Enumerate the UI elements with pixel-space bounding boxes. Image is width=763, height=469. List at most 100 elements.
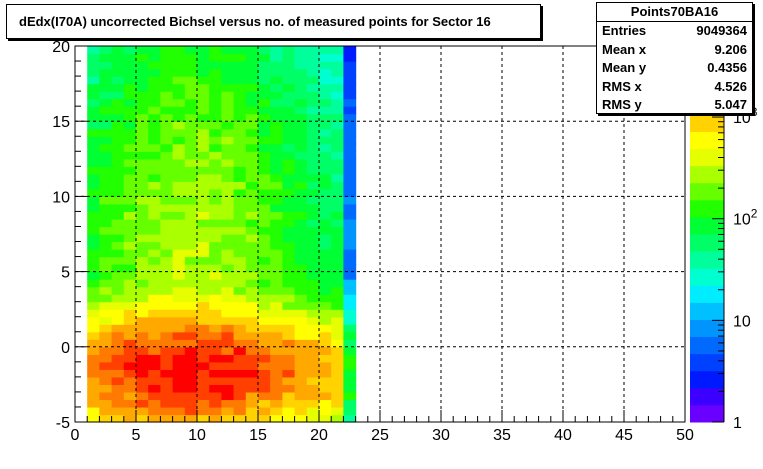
heatmap-cell [184, 98, 198, 107]
heatmap-cell [306, 234, 320, 243]
heatmap-cell [184, 279, 198, 288]
heatmap-cell [111, 354, 125, 363]
heatmap-cell [172, 158, 186, 167]
heatmap-cell [209, 61, 222, 70]
color-scale: 1 10 102 103 [690, 45, 758, 432]
heatmap-cell [99, 406, 113, 416]
heatmap-cell [294, 391, 308, 401]
heatmap-cell [184, 121, 198, 130]
heatmap-cell [123, 249, 137, 258]
heatmap-cell [306, 173, 320, 182]
heatmap-cell [136, 218, 149, 228]
heatmap-cell [209, 173, 222, 182]
heatmap-cell [221, 61, 235, 70]
heatmap-cell [160, 264, 174, 273]
heatmap-cell [99, 301, 113, 310]
heatmap-cell [123, 211, 137, 220]
y-tick-label: 10 [52, 189, 70, 206]
heatmap-cell [294, 234, 308, 243]
heatmap-cell [233, 136, 247, 145]
heatmap-cell [136, 316, 149, 325]
heatmap-cell [258, 151, 271, 160]
heatmap-cell [197, 46, 210, 55]
heatmap-cell [221, 196, 235, 205]
heatmap-cell [245, 234, 259, 243]
heatmap-cell [245, 391, 259, 401]
heatmap-cell [209, 264, 222, 273]
heatmap-cell [306, 414, 320, 423]
heatmap-cell [233, 68, 247, 77]
heatmap-cell [172, 406, 186, 416]
heatmap-cell [294, 218, 308, 228]
heatmap-cell [123, 376, 137, 385]
heatmap-cell [331, 121, 344, 130]
heatmap-cell [111, 218, 125, 228]
heatmap-cell [184, 331, 198, 340]
heatmap-cell [294, 83, 308, 92]
heatmap-cell [258, 406, 271, 416]
heatmap-cell [233, 316, 247, 325]
heatmap-cell [209, 414, 222, 423]
heatmap-cell [197, 203, 210, 213]
heatmap-cell [233, 98, 247, 107]
heatmap-cell [282, 143, 296, 152]
heatmap-cell [172, 361, 186, 370]
heatmap-cell [111, 399, 125, 408]
heatmap-cell [306, 361, 320, 370]
heatmap-cell [294, 346, 308, 355]
heatmap-cell [123, 83, 137, 92]
heatmap-cell [87, 203, 100, 213]
heatmap-cell [233, 196, 247, 205]
heatmap-cell [197, 181, 210, 190]
heatmap-cell [270, 286, 283, 295]
heatmap-cell [148, 286, 161, 295]
heatmap-cell [319, 188, 332, 197]
heatmap-cell [99, 91, 113, 100]
heatmap-cell [99, 279, 113, 288]
heatmap-cell [87, 121, 100, 130]
heatmap-cell [221, 173, 235, 182]
heatmap-cell [282, 121, 296, 130]
heatmap-cell [123, 173, 137, 182]
heatmap-cell [209, 369, 222, 378]
heatmap-cell [197, 391, 210, 401]
heatmap-cell [258, 279, 271, 288]
heatmap-cell [258, 211, 271, 220]
heatmap-cell [258, 234, 271, 243]
heatmap-cell [331, 324, 344, 333]
heatmap-cell [294, 181, 308, 190]
heatmap-cell [258, 106, 271, 115]
heatmap-cell [343, 196, 357, 205]
heatmap-cell [148, 369, 161, 378]
heatmap-cell [123, 391, 137, 401]
heatmap-cell [306, 316, 320, 325]
heatmap-cell [294, 286, 308, 295]
heatmap-cell [233, 406, 247, 416]
heatmap-cell [87, 68, 100, 77]
heatmap-cell [160, 361, 174, 370]
heatmap-cell [221, 113, 235, 122]
heatmap-cell [123, 61, 137, 70]
heatmap-cell [99, 106, 113, 115]
heatmap-cell [319, 361, 332, 370]
heatmap-cell [343, 369, 357, 378]
heatmap-cell [282, 391, 296, 401]
heatmap-cell [221, 346, 235, 355]
heatmap-cell [148, 61, 161, 70]
heatmap-cell [111, 68, 125, 77]
heatmap-cell [282, 309, 296, 318]
heatmap-cell [123, 203, 137, 213]
heatmap-cell [99, 121, 113, 130]
heatmap-cell [172, 249, 186, 258]
heatmap-cell [99, 76, 113, 85]
heatmap-cell [172, 128, 186, 137]
heatmap-cell [245, 331, 259, 340]
heatmap-cell [319, 286, 332, 295]
heatmap-cell [319, 339, 332, 348]
color-scale-step [690, 234, 724, 252]
heatmap-cell [306, 399, 320, 408]
heatmap-cell [99, 61, 113, 70]
heatmap-cell [111, 369, 125, 378]
heatmap-cell [197, 98, 210, 107]
heatmap-cell [136, 271, 149, 280]
